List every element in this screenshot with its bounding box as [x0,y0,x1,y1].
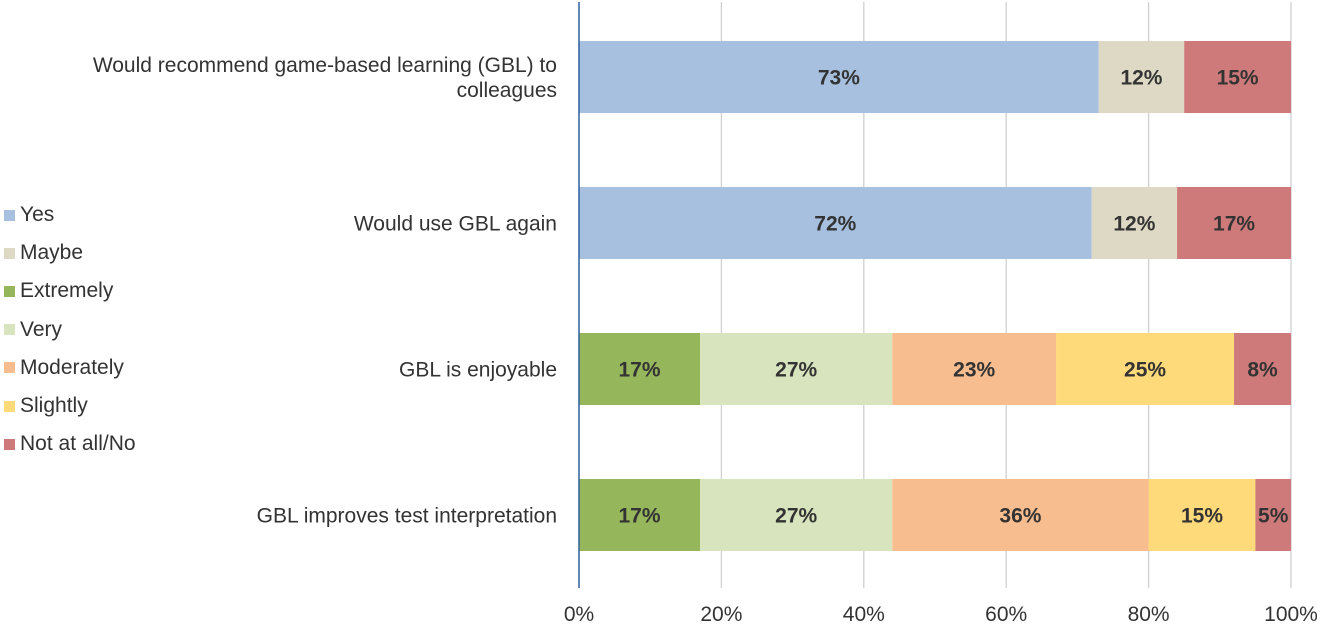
bar-segment [1098,41,1185,113]
bar-segment [1177,187,1291,259]
x-tick-label: 40% [843,603,885,626]
legend-swatch [4,362,15,374]
bar-segment [1091,187,1178,259]
legend-swatch [4,324,15,336]
data-label: 15% [1217,67,1259,90]
category-label: colleagues [457,79,557,102]
data-label: 25% [1124,359,1166,382]
legend-label: Not at all/No [20,432,136,456]
legend-item: Moderately [4,349,136,387]
category-label: GBL improves test interpretation [257,505,557,528]
bar-segment [579,333,701,405]
legend-item: Slightly [4,387,136,425]
legend-item: Extremely [4,272,136,310]
legend-item: Maybe [4,234,136,272]
data-label: 36% [999,505,1041,528]
data-label: 23% [953,359,995,382]
legend-label: Yes [20,203,55,227]
legend-swatch [4,400,15,412]
category-label: Would recommend game-based learning (GBL… [93,54,557,77]
data-label: 27% [775,359,817,382]
data-label: 17% [619,359,661,382]
data-label: 8% [1247,359,1278,382]
legend-item: Very [4,311,136,349]
data-label: 17% [619,505,661,528]
legend-label: Moderately [20,355,124,379]
bar-segment [579,479,701,551]
bar-segment [579,41,1099,113]
data-label: 15% [1181,505,1223,528]
legend-swatch [4,285,15,297]
bar-segment [1148,479,1256,551]
category-label: GBL is enjoyable [399,359,557,382]
x-tick-label: 60% [985,603,1027,626]
legend: Yes Maybe Extremely Very Moderately Slightly N… [4,196,136,463]
category-labels: Would recommend game-based learning (GBL… [93,54,557,528]
bar-segment [1184,41,1291,113]
legend-label: Very [20,317,63,341]
bar-segment [700,333,893,405]
data-label: 12% [1113,213,1155,236]
legend-swatch [4,209,15,221]
category-label: Would use GBL again [354,213,557,236]
data-label: 17% [1213,213,1255,236]
bar-segment [700,479,893,551]
legend-swatch [4,247,15,259]
data-label: 5% [1258,505,1289,528]
bar-segment [1056,333,1235,405]
bars: 73% 12% 15% 72% 12% 17% 17% 27% 23% 25% 8% 17% 27% 36… [579,41,1291,551]
data-label: 27% [775,505,817,528]
legend-label: Maybe [20,241,84,265]
data-label: 73% [818,67,860,90]
legend-label: Extremely [20,279,114,303]
data-label: 12% [1120,67,1162,90]
bar-segment [579,187,1092,259]
bar-segment [892,479,1149,551]
x-tick-label: 20% [700,603,742,626]
bar-segment [1234,333,1291,405]
x-axis: 0% 20% 40% 60% 80% 100% [564,2,1318,626]
bar-segment [1255,479,1291,551]
legend-swatch [4,438,15,450]
legend-label: Slightly [20,394,88,418]
bar-segment [892,333,1057,405]
legend-item: Not at all/No [4,425,136,463]
legend-item: Yes [4,196,136,234]
data-label: 72% [814,213,856,236]
x-tick-label: 80% [1128,603,1170,626]
x-tick-label: 100% [1264,603,1318,626]
x-tick-label: 0% [564,603,594,626]
